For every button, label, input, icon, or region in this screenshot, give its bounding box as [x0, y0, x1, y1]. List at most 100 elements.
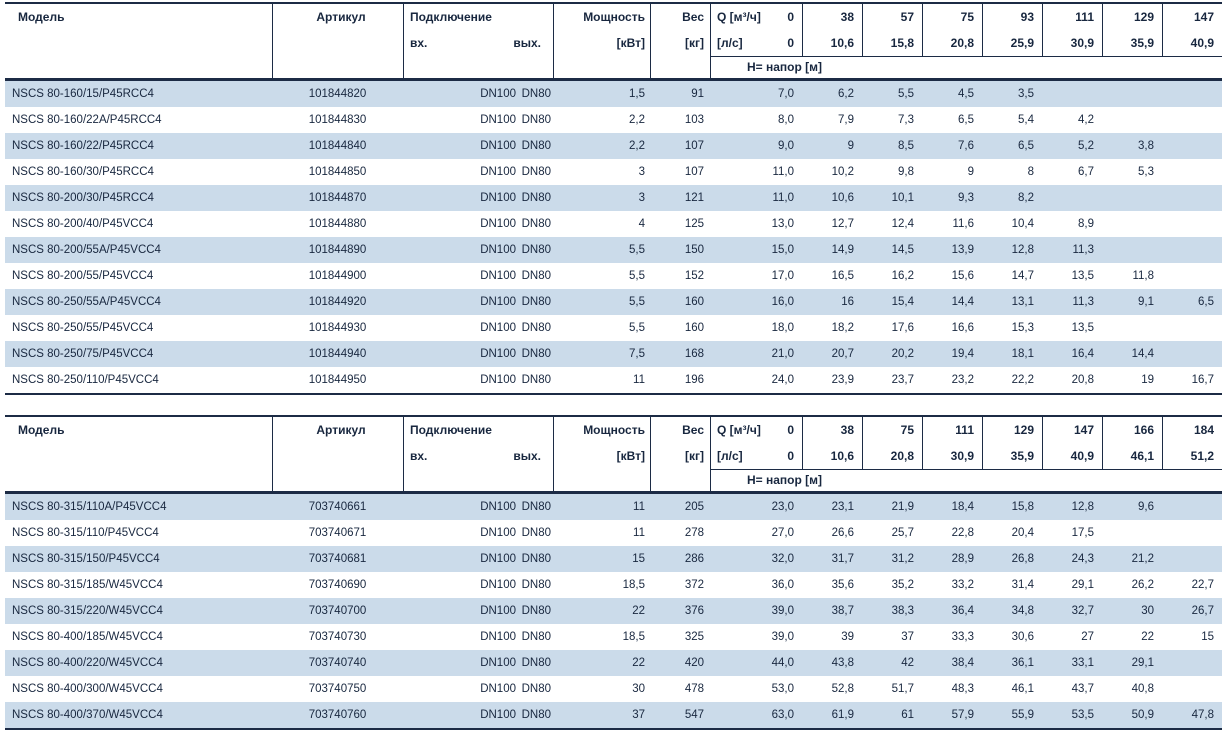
flow-m3h-value: 75: [900, 423, 914, 437]
head-value-cell: 18,0: [771, 322, 794, 334]
conn-out-cell: DN80: [521, 501, 551, 513]
head-value-cell: 13,1: [1011, 296, 1034, 308]
head-value-cell: 22,8: [951, 527, 974, 539]
head-value-cell: [1162, 494, 1222, 520]
head-value-cell: 14,5: [891, 244, 914, 256]
conn-out-cell: DN80: [521, 683, 551, 695]
head-value-cell: 15,4: [891, 296, 914, 308]
head-value-cell: 7,6: [958, 140, 974, 152]
head-value-cell: [1162, 159, 1222, 185]
ls-zero-value: 0: [787, 449, 794, 463]
head-value-cell: 17,5: [1071, 527, 1094, 539]
article-cell: 703740740: [308, 657, 367, 669]
article-cell: 101844840: [308, 140, 367, 152]
flow-ls-value: 15,8: [890, 36, 914, 50]
pump-table-1: Модель Артикул Подключение вх. вых. Мощность […: [5, 2, 1222, 395]
article-cell: 703740671: [308, 527, 367, 539]
flow-ls-row: [л/с] 0: [711, 443, 802, 469]
col-header-flow-7: 184 51,2: [1162, 417, 1222, 469]
power-cell: 30: [632, 683, 645, 695]
flow-ls-value: 35,9: [1010, 449, 1034, 463]
col-header-article-label: Артикул: [316, 10, 366, 24]
weight-cell: 107: [684, 140, 704, 152]
head-value-cell: [1162, 81, 1222, 107]
flow-ls-row: [л/с] 0: [711, 30, 802, 56]
head-row-label: H= напор [м]: [747, 473, 823, 487]
model-cell: NSCS 80-200/55/P45VCC4: [12, 270, 154, 282]
col-header-model-unit: [12, 30, 272, 56]
header-spacer-connection: [403, 469, 553, 491]
weight-cell: 125: [684, 218, 704, 230]
head-value-cell: 39,0: [771, 605, 794, 617]
table-body: NSCS 80-160/15/P45RCC4 101844820 DN100 DN80…: [5, 81, 1222, 393]
model-cell: NSCS 80-400/300/W45VCC4: [12, 683, 163, 695]
head-value-cell: 6,5: [1198, 296, 1214, 308]
conn-out-cell: DN80: [521, 192, 551, 204]
model-cell: NSCS 80-315/185/W45VCC4: [12, 579, 163, 591]
col-header-flow-1: 38 10,6: [802, 4, 862, 56]
conn-in-cell: DN100: [480, 348, 516, 360]
conn-out-cell: DN80: [521, 527, 551, 539]
head-value-cell: 20,7: [831, 348, 854, 360]
head-value-cell: 42: [901, 657, 914, 669]
article-cell: 703740690: [308, 579, 367, 591]
conn-in-cell: DN100: [480, 683, 516, 695]
head-value-cell: 6,2: [838, 88, 854, 100]
head-value-cell: 5,3: [1138, 166, 1154, 178]
head-value-cell: 13,0: [771, 218, 794, 230]
head-value-cell: 5,5: [898, 88, 914, 100]
head-value-cell: 18,1: [1011, 348, 1034, 360]
head-value-cell: 44,0: [771, 657, 794, 669]
head-value-cell: 53,0: [771, 683, 794, 695]
power-cell: 5,5: [629, 296, 645, 308]
table-row: NSCS 80-250/110/P45VCC4 101844950 DN100 DN8…: [5, 367, 1222, 393]
table-row: NSCS 80-250/55/P45VCC4 101844930 DN100 DN80…: [5, 315, 1222, 341]
head-value-cell: 21,0: [771, 348, 794, 360]
table-header: Модель Артикул Подключение вх. вых. Мощность […: [5, 4, 1222, 81]
conn-out-header: вых.: [513, 449, 541, 463]
head-value-cell: 17,6: [891, 322, 914, 334]
table-body: NSCS 80-315/110A/P45VCC4 703740661 DN100 DN…: [5, 494, 1222, 728]
article-cell: 101844890: [308, 244, 367, 256]
conn-in-cell: DN100: [480, 218, 516, 230]
power-cell: 15: [632, 553, 645, 565]
conn-in-cell: DN100: [480, 270, 516, 282]
head-value-cell: 7,0: [778, 88, 794, 100]
head-value-cell: 5,2: [1078, 140, 1094, 152]
head-value-cell: 61,9: [831, 709, 854, 721]
head-value-cell: 48,3: [951, 683, 974, 695]
conn-in-cell: DN100: [480, 166, 516, 178]
head-value-cell: 10,2: [831, 166, 854, 178]
head-value-cell: 39,0: [771, 631, 794, 643]
power-cell: 22: [632, 657, 645, 669]
head-value-cell: 47,8: [1191, 709, 1214, 721]
flow-ls-value: 20,8: [890, 449, 914, 463]
flow-ls-value: 51,2: [1190, 449, 1214, 463]
head-value-cell: [1102, 237, 1162, 263]
head-value-cell: 13,9: [951, 244, 974, 256]
flow-m3h-value: 184: [1193, 423, 1214, 437]
weight-cell: 278: [684, 527, 704, 539]
header-spacer-model: [5, 56, 272, 78]
col-header-flow-3: 75 20,8: [922, 4, 982, 56]
head-value-cell: 26,7: [1191, 605, 1214, 617]
head-value-cell: 10,6: [831, 192, 854, 204]
conn-out-cell: DN80: [521, 657, 551, 669]
header-spacer-model: [5, 469, 272, 491]
conn-out-cell: DN80: [521, 374, 551, 386]
head-value-cell: [1102, 185, 1162, 211]
head-value-cell: 16,0: [771, 296, 794, 308]
head-value-cell: [1102, 81, 1162, 107]
head-value-cell: 43,7: [1071, 683, 1094, 695]
table-row: NSCS 80-200/40/P45VCC4 101844880 DN100 DN80…: [5, 211, 1222, 237]
power-cell: 4: [638, 218, 645, 230]
head-value-cell: 24,0: [771, 374, 794, 386]
header-spacer-power: [553, 469, 650, 491]
flow-m3h-value: 166: [1133, 423, 1154, 437]
conn-out-cell: DN80: [521, 553, 551, 565]
head-value-cell: 9,6: [1138, 501, 1154, 513]
head-value-cell: 28,9: [951, 553, 974, 565]
head-value-cell: 23,9: [831, 374, 854, 386]
head-value-cell: 16,4: [1071, 348, 1094, 360]
flow-zero-value: 0: [787, 10, 794, 24]
